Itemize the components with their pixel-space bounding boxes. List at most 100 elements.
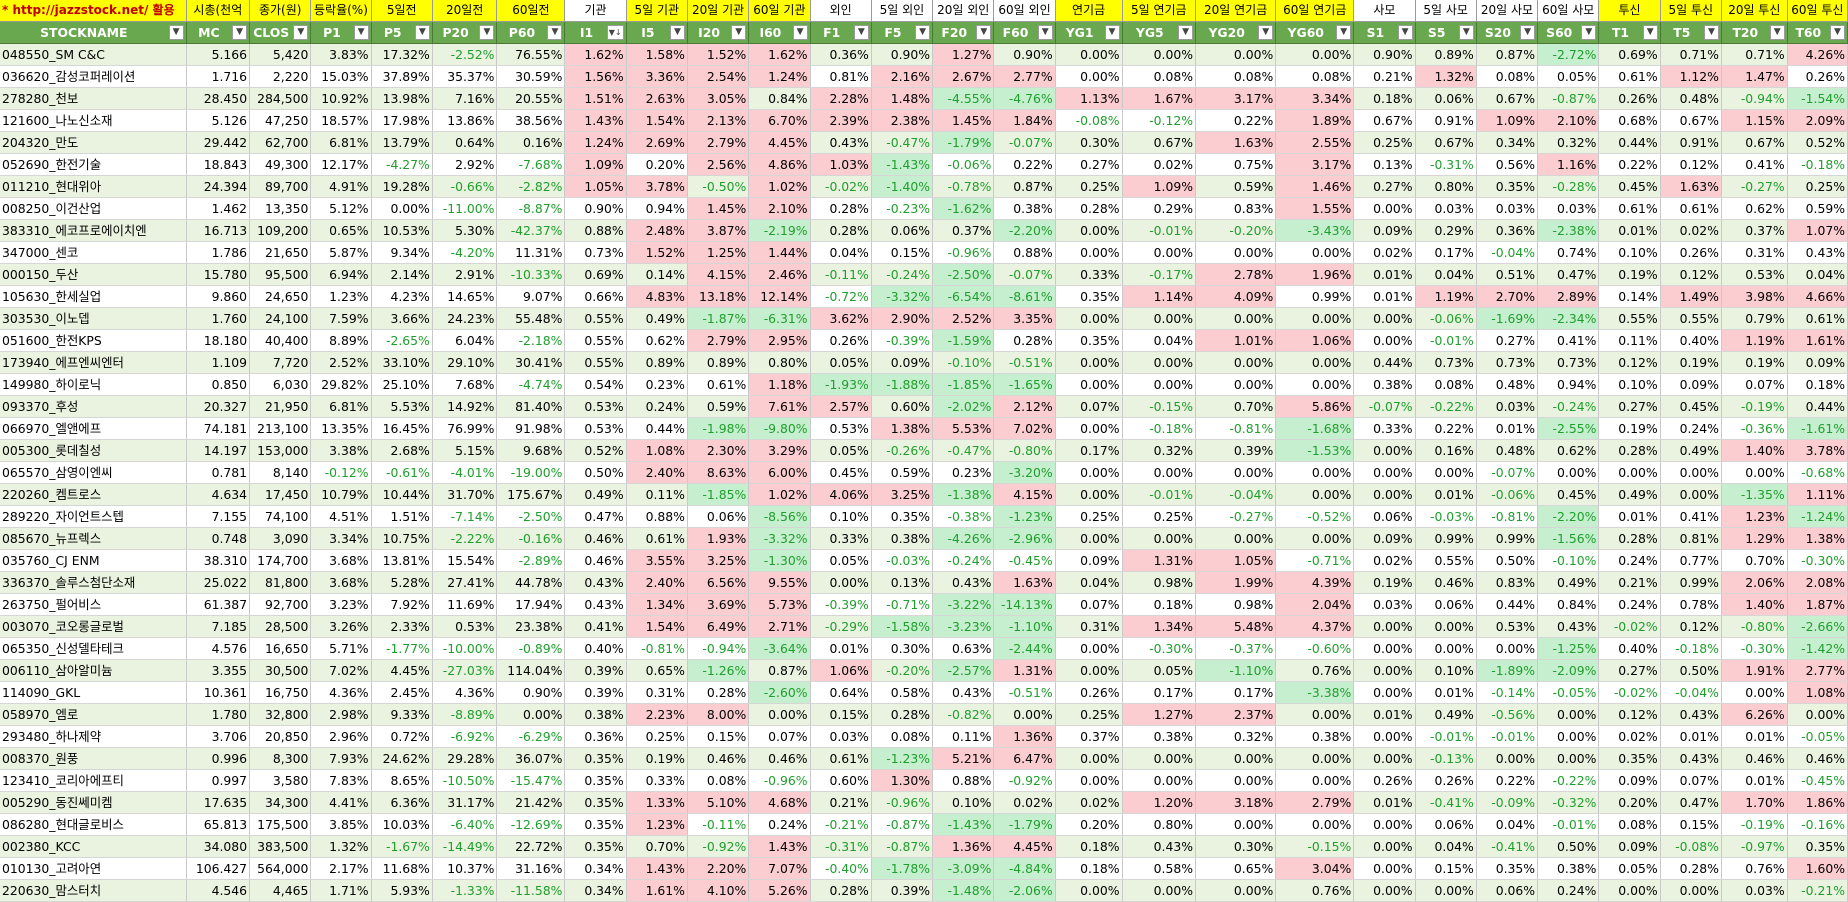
value-cell[interactable]: -8.56% [748,505,811,528]
value-cell[interactable]: 0.21% [1598,571,1661,594]
value-cell[interactable]: 0.00% [1275,527,1355,550]
value-cell[interactable]: -0.22% [1415,395,1477,418]
value-cell[interactable]: 0.28% [1598,439,1661,462]
value-cell[interactable]: 4.15% [687,263,750,286]
value-cell[interactable]: 284,500 [249,87,312,110]
value-cell[interactable]: 4,465 [249,879,312,902]
stock-name-cell[interactable]: 173940_에프엔씨엔터 [0,351,187,374]
value-cell[interactable]: 3.68% [310,571,372,594]
value-cell[interactable]: -0.13% [1415,747,1477,770]
value-cell[interactable]: 0.00% [1598,461,1661,484]
value-cell[interactable]: 1.52% [626,241,688,264]
value-cell[interactable]: 0.44% [626,417,688,440]
value-cell[interactable]: 1.19% [1415,285,1477,308]
value-cell[interactable]: 1.58% [626,43,688,66]
value-cell[interactable]: -6.31% [748,307,811,330]
value-cell[interactable]: 0.02% [1598,725,1661,748]
value-cell[interactable]: -2.44% [993,637,1056,660]
value-cell[interactable]: 10.03% [371,813,433,836]
value-cell[interactable]: 0.58% [871,681,934,704]
value-cell[interactable]: 6.94% [310,263,372,286]
value-cell[interactable]: 0.19% [1660,351,1722,374]
stock-name-cell[interactable]: 383310_에코프로에이치엔 [0,219,187,242]
value-cell[interactable]: 0.16% [496,131,566,154]
value-cell[interactable]: 0.00% [1415,879,1477,902]
value-cell[interactable]: 2.10% [748,197,811,220]
value-cell[interactable]: 0.03% [1353,593,1416,616]
value-cell[interactable]: 1.52% [687,43,750,66]
value-cell[interactable]: 0.16% [1415,439,1477,462]
value-cell[interactable]: 0.32% [1195,725,1277,748]
column-header-f1[interactable]: F1 ▼ [810,21,872,44]
value-cell[interactable]: 2.16% [871,65,934,88]
value-cell[interactable]: 0.74% [1537,241,1600,264]
filter-dropdown-icon[interactable]: ▼ [976,25,992,40]
value-cell[interactable]: 17.635 [186,791,251,814]
stock-name-cell[interactable]: 006110_삼아알미늄 [0,659,187,682]
value-cell[interactable]: 4.26% [1787,43,1848,66]
value-cell[interactable]: 1.760 [186,307,251,330]
value-cell[interactable]: 24.23% [432,307,498,330]
value-cell[interactable]: 0.00% [1353,725,1416,748]
value-cell[interactable]: -42.37% [496,219,566,242]
value-cell[interactable]: 37.89% [371,65,433,88]
value-cell[interactable]: 3,580 [249,769,312,792]
value-cell[interactable]: -1.38% [932,483,995,506]
value-cell[interactable]: 2.13% [687,109,750,132]
value-cell[interactable]: 25.10% [371,373,433,396]
value-cell[interactable]: 4.576 [186,637,251,660]
value-cell[interactable]: 6.26% [1721,703,1788,726]
value-cell[interactable]: 0.00% [1537,461,1600,484]
value-cell[interactable]: 0.00% [1275,351,1355,374]
value-cell[interactable]: 0.45% [810,461,872,484]
value-cell[interactable]: 0.10% [932,791,995,814]
value-cell[interactable]: 0.35% [871,505,934,528]
value-cell[interactable]: 0.65% [1195,857,1277,880]
value-cell[interactable]: 29.82% [310,373,372,396]
stock-name-cell[interactable]: 066970_엘앤에프 [0,417,187,440]
value-cell[interactable]: 0.22% [1415,417,1477,440]
value-cell[interactable]: 1.02% [748,483,811,506]
value-cell[interactable]: 0.73% [1537,351,1600,374]
value-cell[interactable]: 2.10% [1537,109,1600,132]
value-cell[interactable]: 1.48% [871,87,934,110]
value-cell[interactable]: 0.18% [1055,835,1123,858]
value-cell[interactable]: 0.71% [1721,43,1788,66]
value-cell[interactable]: 3.23% [310,593,372,616]
value-cell[interactable]: 4.36% [310,681,372,704]
value-cell[interactable]: 0.59% [1787,197,1848,220]
value-cell[interactable]: 0.70% [626,835,688,858]
value-cell[interactable]: 17.98% [371,109,433,132]
value-cell[interactable]: 0.28% [1660,857,1722,880]
value-cell[interactable]: 18.180 [186,329,251,352]
column-header-i60[interactable]: I60 ▼ [748,21,811,44]
table-row[interactable]: 058970_엠로 1.780 32,800 2.98% 9.33% -8.89% 0.00… [0,703,1848,726]
value-cell[interactable]: 2.79% [687,329,750,352]
filter-dropdown-icon[interactable]: ▼ [547,25,563,40]
value-cell[interactable]: 24.62% [371,747,433,770]
value-cell[interactable]: 0.61% [810,747,872,770]
value-cell[interactable]: 0.65% [626,659,688,682]
value-cell[interactable]: 0.00% [1055,637,1123,660]
value-cell[interactable]: 0.18% [1122,593,1197,616]
value-cell[interactable]: 0.49% [1598,483,1661,506]
value-cell[interactable]: 17,450 [249,483,312,506]
value-cell[interactable]: -1.89% [1476,659,1539,682]
value-cell[interactable]: 11.69% [432,593,498,616]
value-cell[interactable]: -0.17% [1122,263,1197,286]
value-cell[interactable]: 10.44% [371,483,433,506]
value-cell[interactable]: -0.39% [871,329,934,352]
value-cell[interactable]: 1.27% [1122,703,1197,726]
table-row[interactable]: 085670_뉴프렉스 0.748 3,090 3.34% 10.75% -2.22% -0… [0,527,1848,550]
value-cell[interactable]: -8.61% [993,285,1056,308]
value-cell[interactable]: 0.00% [1660,483,1722,506]
value-cell[interactable]: 0.01% [1415,483,1477,506]
value-cell[interactable]: 1.62% [748,43,811,66]
table-row[interactable]: 010130_고려아연 106.427 564,000 2.17% 11.68% 10.3… [0,857,1848,880]
value-cell[interactable]: 0.00% [1055,879,1123,902]
value-cell[interactable]: -2.96% [993,527,1056,550]
value-cell[interactable]: -1.67% [371,835,433,858]
value-cell[interactable]: 0.37% [1055,725,1123,748]
value-cell[interactable]: 1.12% [1660,65,1722,88]
value-cell[interactable]: -0.07% [1353,395,1416,418]
